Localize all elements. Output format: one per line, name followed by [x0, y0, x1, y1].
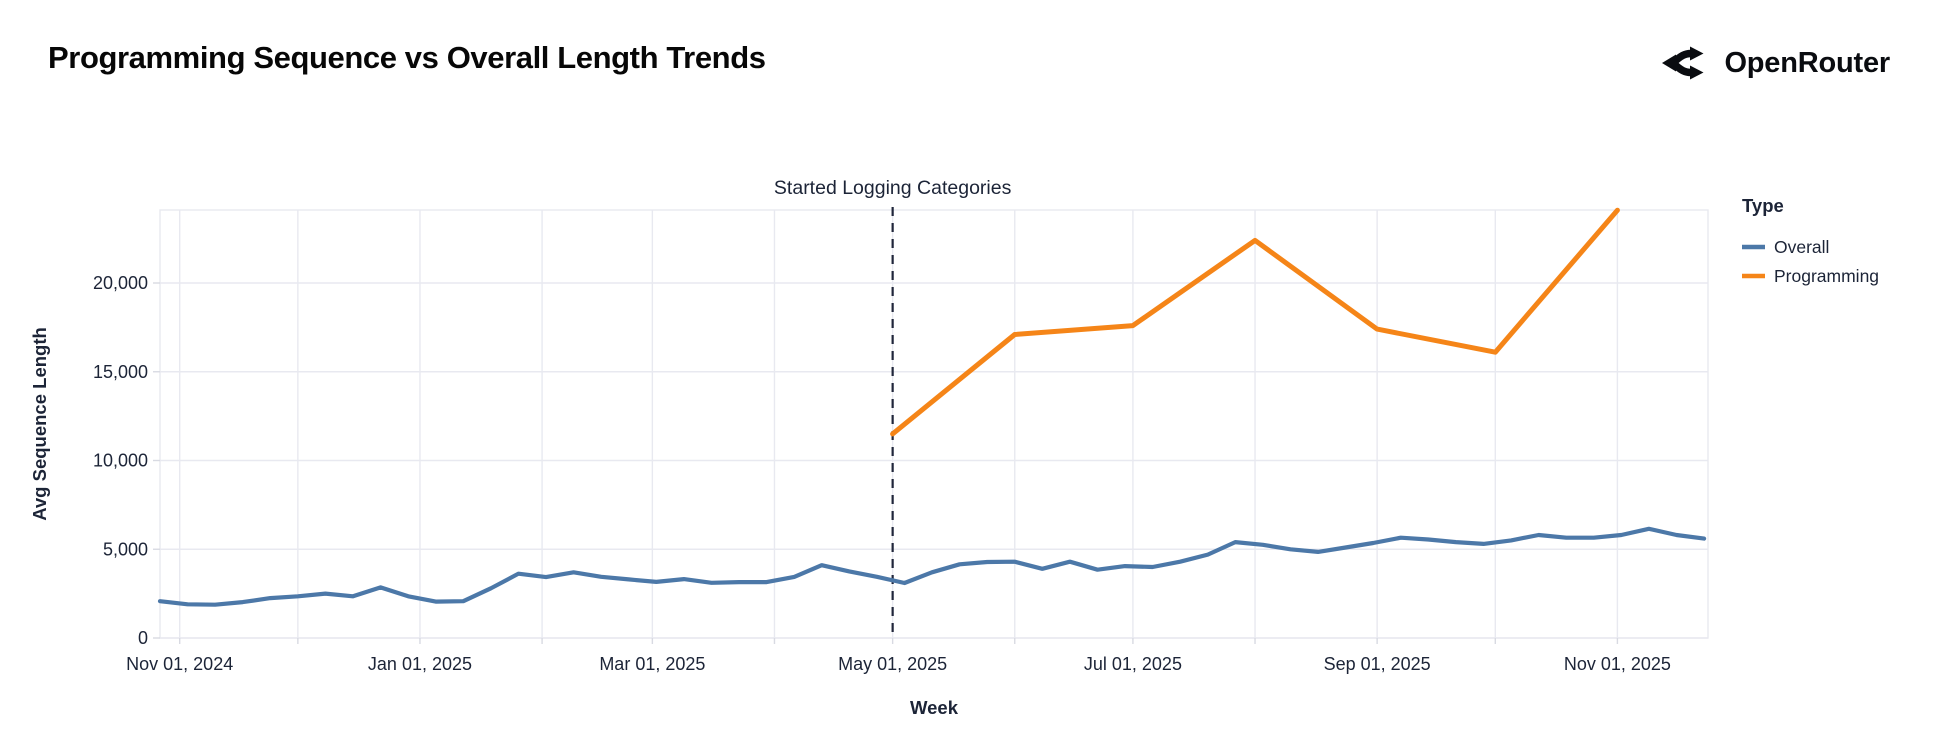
x-tick-label: Mar 01, 2025	[599, 654, 705, 674]
x-tick-label: Jul 01, 2025	[1084, 654, 1182, 674]
brand-name: OpenRouter	[1724, 46, 1890, 79]
openrouter-logo: OpenRouter	[1662, 42, 1890, 84]
legend-label-overall: Overall	[1774, 237, 1829, 257]
overall-line	[157, 526, 1707, 607]
y-tick-label: 10,000	[93, 451, 148, 471]
series	[157, 207, 1707, 607]
legend-label-programming: Programming	[1774, 266, 1879, 286]
openrouter-icon	[1662, 46, 1704, 80]
plot-border	[159, 209, 1709, 639]
x-tick-label: Sep 01, 2025	[1324, 654, 1431, 674]
axes: 0 5,000 10,000 15,000 20,000 Nov 01, 2024 Jan …	[29, 273, 1671, 718]
x-tick-label: Jan 01, 2025	[368, 654, 472, 674]
x-axis-title: Week	[910, 697, 959, 718]
x-tick-label: Nov 01, 2025	[1564, 654, 1671, 674]
y-tick-label: 5,000	[103, 539, 148, 559]
x-tick-label: May 01, 2025	[838, 654, 947, 674]
y-axis-title: Avg Sequence Length	[29, 327, 50, 521]
legend: Type Overall Programming	[1742, 195, 1879, 286]
x-tick-label: Nov 01, 2024	[126, 654, 233, 674]
y-tick-label: 20,000	[93, 273, 148, 293]
annotation: Started Logging Categories	[774, 177, 1012, 638]
page-title: Programming Sequence vs Overall Length T…	[48, 40, 766, 75]
programming-line	[890, 207, 1620, 437]
y-tick-label: 15,000	[93, 362, 148, 382]
y-tick-label: 0	[138, 628, 148, 648]
legend-title: Type	[1742, 195, 1784, 216]
annotation-label: Started Logging Categories	[774, 177, 1012, 199]
